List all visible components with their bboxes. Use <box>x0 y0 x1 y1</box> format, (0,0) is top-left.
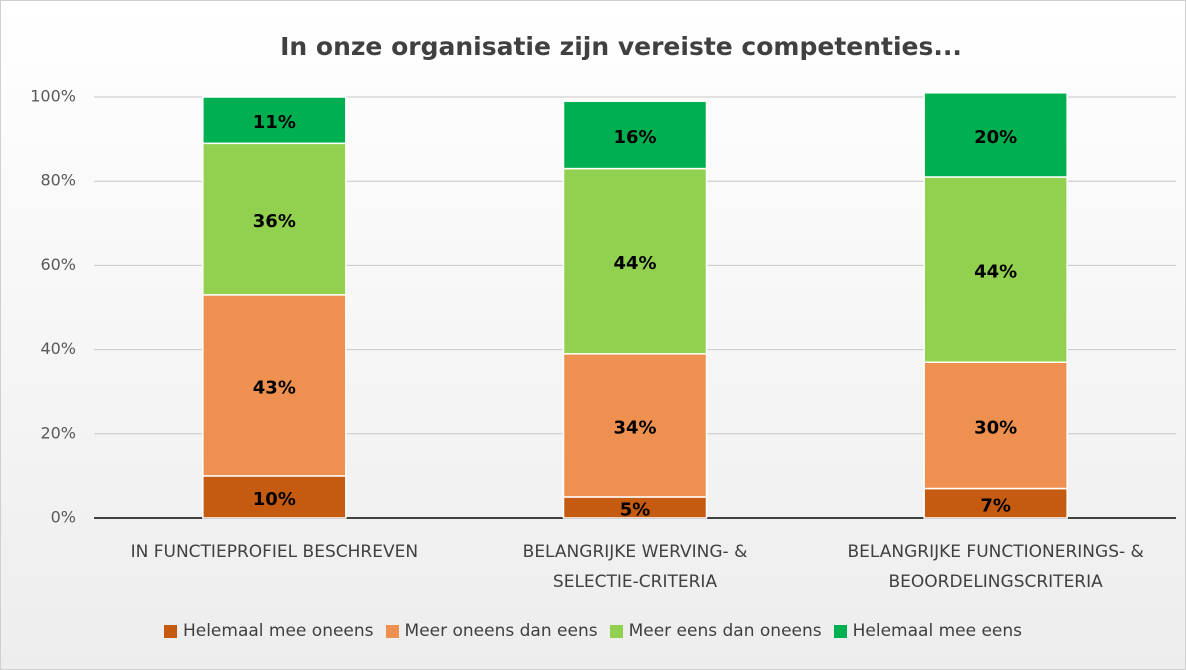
data-label: 20% <box>974 127 1017 148</box>
data-label: 5% <box>620 499 651 520</box>
x-tick-label: BELANGRIJKE WERVING- & SELECTIE-CRITERIA <box>522 542 748 592</box>
y-tick-label: 20% <box>40 423 76 442</box>
bar-segment <box>202 142 347 296</box>
legend-label: Meer oneens dan eens <box>404 621 598 641</box>
data-label: 30% <box>974 417 1017 438</box>
x-tick-label: BELANGRIJKE FUNCTIONERINGS- & BEOORDELIN… <box>847 542 1144 592</box>
data-label: 34% <box>613 417 656 438</box>
legend-item: Helemaal mee oneens <box>163 621 374 641</box>
bar-segment <box>923 487 1068 519</box>
y-tick-label: 0% <box>51 508 76 527</box>
legend-swatch <box>609 624 623 638</box>
bar-segment <box>202 475 347 519</box>
y-tick-label: 100% <box>30 87 76 106</box>
data-label: 10% <box>253 489 296 510</box>
data-label: 44% <box>613 253 656 274</box>
bar-segment <box>923 176 1068 363</box>
legend-swatch <box>833 624 847 638</box>
legend-label: Meer eens dan oneens <box>628 621 822 641</box>
y-tick-label: 80% <box>40 171 76 190</box>
data-label: 16% <box>613 127 656 148</box>
bar-segment <box>202 294 347 477</box>
data-label: 7% <box>980 495 1011 516</box>
legend-item: Helemaal mee eens <box>833 621 1023 641</box>
legend-swatch <box>385 624 399 638</box>
y-tick-label: 40% <box>40 339 76 358</box>
legend-item: Meer eens dan oneens <box>609 621 822 641</box>
bar-segment <box>923 92 1068 178</box>
data-label: 44% <box>974 262 1017 283</box>
x-tick-label: IN FUNCTIEPROFIEL BESCHREVEN <box>130 542 419 562</box>
data-label: 36% <box>253 211 296 232</box>
legend-swatch <box>163 624 177 638</box>
legend: Helemaal mee oneens Meer oneens dan eens M… <box>1 621 1185 641</box>
bar-segment <box>923 361 1068 490</box>
legend-label: Helemaal mee eens <box>852 621 1023 641</box>
chart-title: In onze organisatie zijn vereiste compet… <box>280 32 962 61</box>
bar-segment <box>562 167 708 355</box>
bar-segment <box>562 100 708 170</box>
legend-item: Meer oneens dan eens <box>385 621 598 641</box>
bar-segment <box>202 96 347 145</box>
bar-segment <box>562 353 708 498</box>
data-label: 11% <box>253 112 296 133</box>
y-tick-label: 60% <box>40 255 76 274</box>
legend-label: Helemaal mee oneens <box>182 621 374 641</box>
data-label: 43% <box>253 377 296 398</box>
